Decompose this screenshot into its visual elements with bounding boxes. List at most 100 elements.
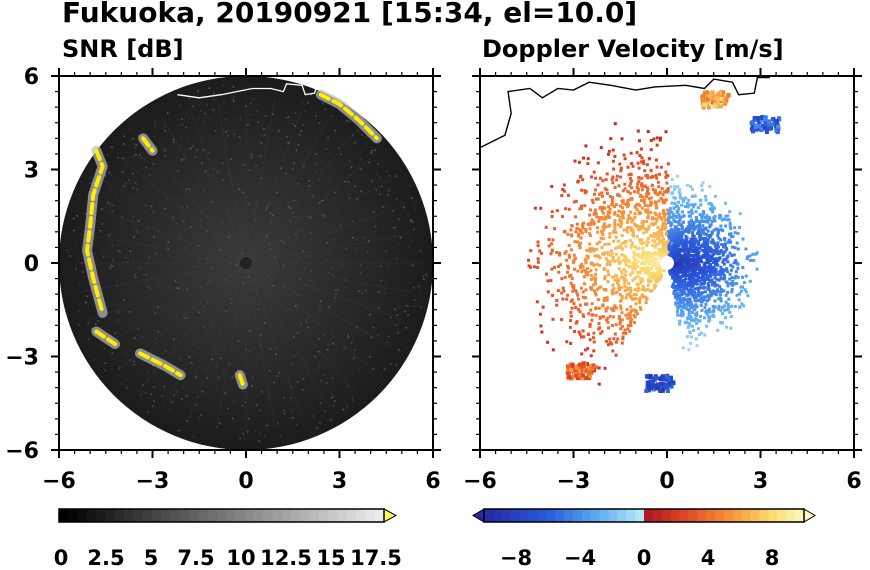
snr-speckle-dot <box>300 323 303 326</box>
doppler-pixel <box>752 258 756 262</box>
snr-speckle-dot <box>330 418 333 421</box>
doppler-pixel <box>634 203 638 207</box>
doppler-pixel <box>590 218 594 222</box>
doppler-pixel <box>701 266 705 270</box>
snr-speckle-dot <box>350 251 352 253</box>
doppler-pixel <box>621 212 625 216</box>
snr-speckle-dot <box>251 213 253 215</box>
doppler-pixel <box>717 216 721 220</box>
snr-speckle-dot <box>310 270 313 273</box>
doppler-pixel <box>691 284 695 288</box>
doppler-pixel <box>677 213 681 217</box>
doppler-pixel <box>596 197 600 201</box>
doppler-pixel <box>624 296 628 300</box>
doppler-pixel <box>720 290 724 294</box>
snr-speckle-dot <box>269 212 272 214</box>
doppler-pixel <box>583 204 587 208</box>
doppler-patch-pixel <box>581 361 586 366</box>
doppler-pixel <box>716 283 720 287</box>
doppler-pixel <box>675 247 679 251</box>
snr-speckle-dot <box>290 386 292 388</box>
snr-speckle-dot <box>72 269 74 272</box>
doppler-pixel <box>602 297 606 301</box>
doppler-pixel <box>706 245 710 249</box>
snr-speckle-dot <box>111 210 114 212</box>
doppler-pixel <box>570 306 574 310</box>
snr-speckle-dot <box>174 280 177 282</box>
doppler-pixel <box>633 205 637 209</box>
snr-speckle-dot <box>135 144 138 146</box>
doppler-pixel <box>749 258 753 262</box>
doppler-pixel <box>641 195 645 199</box>
doppler-pixel <box>550 242 554 246</box>
doppler-pixel <box>690 223 694 227</box>
snr-speckle-dot <box>123 299 126 301</box>
doppler-pixel <box>699 237 703 241</box>
doppler-pixel <box>707 233 711 237</box>
snr-speckle-dot <box>179 198 181 200</box>
snr-speckle-dot <box>407 313 409 316</box>
doppler-pixel <box>671 282 675 286</box>
doppler-pixel <box>578 229 582 233</box>
snr-speckle-dot <box>157 279 160 282</box>
doppler-pixel <box>645 242 649 246</box>
doppler-pixel <box>664 225 668 229</box>
doppler-pixel <box>652 257 656 261</box>
snr-speckle-dot <box>146 377 149 380</box>
snr-speckle-dot <box>205 352 208 354</box>
snr-speckle-dot <box>153 329 156 332</box>
snr-speckle-dot <box>295 215 297 218</box>
snr-speckle-dot <box>124 182 127 185</box>
snr-speckle-dot <box>413 228 415 231</box>
snr-speckle-dot <box>233 148 235 151</box>
snr-speckle-dot <box>152 405 154 407</box>
snr-speckle-dot <box>258 440 261 442</box>
doppler-patch-pixel <box>591 363 596 368</box>
snr-speckle-dot <box>269 297 272 300</box>
snr-speckle-dot <box>395 324 398 326</box>
snr-speckle-dot <box>154 122 156 124</box>
doppler-pixel <box>701 273 705 277</box>
doppler-pixel <box>672 196 676 200</box>
doppler-pixel <box>694 303 698 307</box>
doppler-pixel <box>680 270 684 274</box>
doppler-colorbar-cell <box>741 509 752 522</box>
doppler-pixel <box>649 139 653 143</box>
doppler-pixel <box>600 330 604 334</box>
snr-speckle-dot <box>85 301 87 304</box>
snr-radial-streak <box>100 262 247 348</box>
doppler-pixel <box>689 278 693 282</box>
doppler-pixel <box>620 324 624 328</box>
snr-speckle-dot <box>182 220 185 223</box>
doppler-pixel <box>586 273 590 277</box>
doppler-pixel <box>597 382 601 386</box>
snr-speckle-dot <box>131 325 133 327</box>
doppler-pixel <box>596 183 600 187</box>
snr-xtick-label: 6 <box>425 469 440 494</box>
snr-speckle-dot <box>142 312 144 315</box>
snr-speckle-dot <box>128 256 131 259</box>
snr-speckle-dot <box>112 204 115 207</box>
doppler-pixel <box>646 257 650 261</box>
snr-speckle-dot <box>225 130 228 133</box>
snr-speckle-dot <box>230 158 233 160</box>
doppler-pixel <box>712 248 716 252</box>
doppler-patch-pixel <box>567 367 572 372</box>
doppler-patch-pixel <box>710 96 715 101</box>
doppler-pixel <box>599 236 603 240</box>
doppler-patch-pixel <box>648 379 653 384</box>
snr-speckle-dot <box>163 273 165 276</box>
snr-speckle-dot <box>370 152 373 154</box>
snr-speckle-dot <box>325 259 327 262</box>
doppler-pixel <box>709 263 713 267</box>
doppler-pixel <box>653 217 657 221</box>
doppler-pixel <box>605 296 609 300</box>
doppler-pixel <box>652 262 656 266</box>
snr-speckle-dot <box>106 154 109 157</box>
doppler-pixel <box>606 242 610 246</box>
snr-speckle-dot <box>272 284 275 287</box>
doppler-pixel <box>593 208 597 212</box>
doppler-pixel <box>719 265 723 269</box>
doppler-pixel <box>686 257 690 261</box>
doppler-patch-pixel <box>718 99 723 104</box>
